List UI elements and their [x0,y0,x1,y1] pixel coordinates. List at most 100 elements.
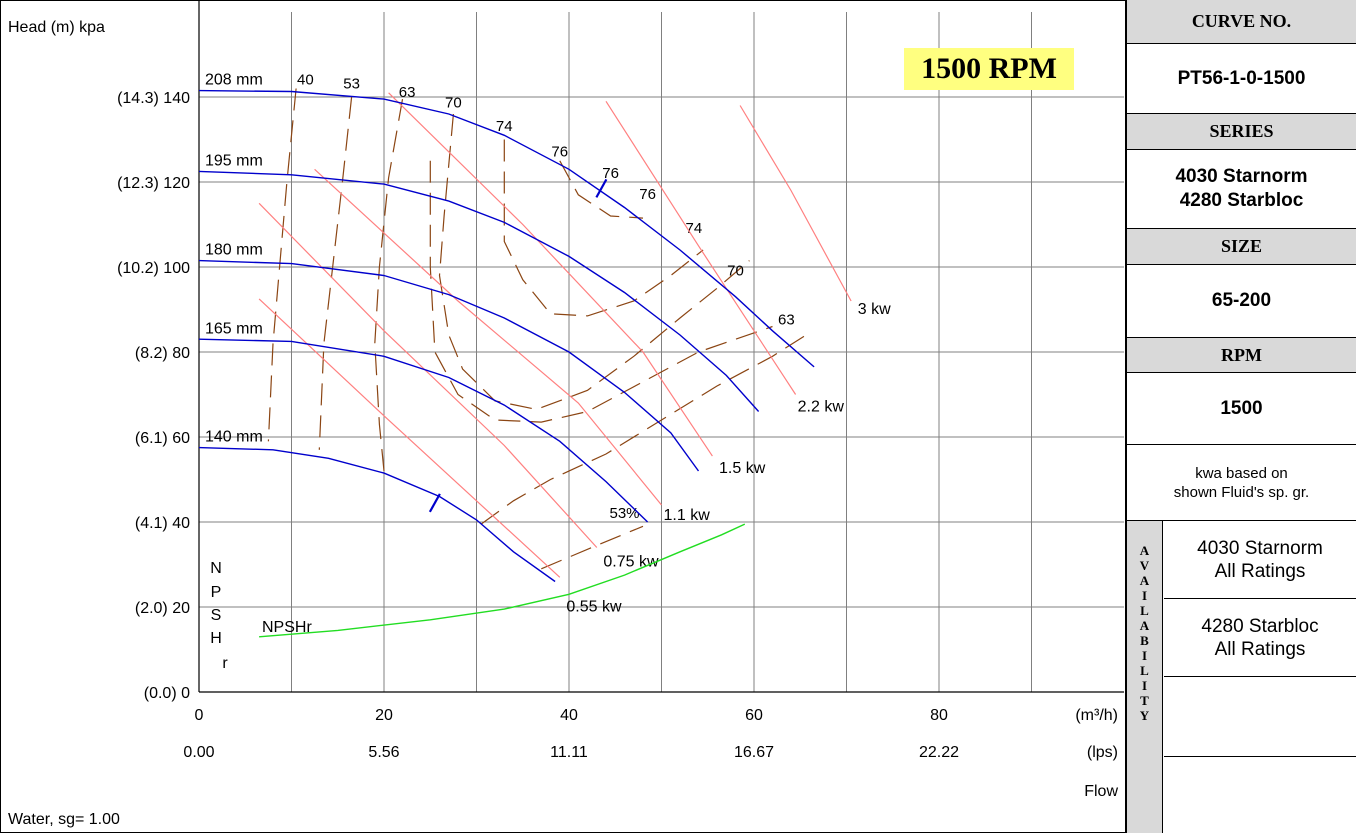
availability-letter: T [1140,693,1149,708]
availability-row-empty-2 [1164,757,1356,833]
x-tick-label: 80 [930,707,948,724]
npsh-axis-letter: S [211,607,222,624]
x-secondary-tick-label: 22.22 [919,744,959,761]
y-tick-label: (8.2) 80 [135,345,190,362]
bep-marker [428,493,441,513]
availability-letter: V [1139,558,1150,573]
efficiency-label: 63 [399,84,416,101]
availability-letter: A [1139,618,1150,633]
x-secondary-tick-label: 5.56 [368,744,399,761]
x-axis-title: Flow [1084,783,1118,800]
size-header: SIZE [1127,229,1356,265]
impeller-curve-label: 165 mm [205,320,263,337]
efficiency-label: 76 [639,186,656,203]
curve-no-header: CURVE NO. [1127,0,1356,44]
availability-row-line-1: 4030 Starnorm [1197,537,1323,559]
efficiency-label: 53% [609,505,639,522]
y-tick-label: (4.1) 40 [135,515,190,532]
y-tick-label: (10.2) 100 [117,260,190,277]
impeller-curve [198,446,556,583]
efficiency-label: 76 [551,144,568,161]
power-line-label: 1.5 kw [719,460,766,477]
impeller-curve [198,89,815,368]
efficiency-contour [429,160,773,423]
curve-no-text: PT56-1-0-1500 [1177,67,1306,89]
efficiency-contour [374,98,404,472]
availability-row-starbloc: 4280 Starbloc All Ratings [1164,599,1356,677]
series-line-1: 4030 Starnorm [1175,166,1308,187]
availability-letter: A [1139,573,1150,588]
x-tick-label: 60 [745,707,763,724]
power-line [605,100,797,395]
availability-letter: B [1140,633,1149,648]
impeller-curve [198,170,760,412]
x-units-secondary: (lps) [1087,744,1118,761]
availability-letter: L [1140,663,1149,678]
x-secondary-tick-label: 11.11 [550,744,588,761]
power-line-label: 3 kw [858,301,891,318]
rpm-value: 1500 [1127,373,1356,445]
impeller-curve-label: 195 mm [205,152,263,169]
impeller-curve [198,338,649,523]
power-line [258,298,561,578]
efficiency-label: 76 [602,165,619,182]
availability-letter: I [1141,678,1148,693]
x-secondary-tick-label: 16.67 [734,744,774,761]
series-header: SERIES [1127,114,1356,150]
impeller-curve-label: 140 mm [205,429,263,446]
rpm-header: RPM [1127,338,1356,373]
rpm-text: 1500 [1220,397,1263,419]
y-tick-label: (12.3) 120 [117,175,190,192]
y-axis-title: Head (m) kpa [8,19,105,36]
npsh-axis-letter: r [222,655,228,672]
kwa-note-line-1: kwa based on [1195,464,1288,482]
power-line-label: 1.1 kw [664,507,711,524]
availability-row-line-1: 4280 Starbloc [1201,615,1319,637]
series-value: 4030 Starnorm 4280 Starbloc [1127,150,1356,229]
curve-info-sidebar: CURVE NO. PT56-1-0-1500 SERIES 4030 Star… [1126,0,1356,833]
availability-row-line-2: All Ratings [1214,560,1306,582]
pump-curve-chart: (0.0) 0 (2.0) 20 (4.1) 40 (6.1) 60 (8.2) 80 (… [0,0,1126,833]
x-units-primary: (m³/h) [1075,707,1118,724]
impeller-curve [198,259,700,472]
efficiency-contour [559,160,644,219]
size-text: 65-200 [1211,290,1272,311]
bep-marker [595,178,608,198]
x-tick-label: 0 [195,707,204,724]
efficiency-label: 70 [727,263,744,280]
impeller-curve-label: 208 mm [205,72,263,89]
availability-row-starnorm: 4030 Starnorm All Ratings [1164,521,1356,599]
curve-no-value: PT56-1-0-1500 [1127,44,1356,114]
impeller-curve-label: 180 mm [205,242,263,259]
y-tick-label: (6.1) 60 [135,430,190,447]
x-secondary-tick-label: 0.00 [183,744,214,761]
availability-row-empty-1 [1164,677,1356,757]
availability-letter: A [1139,543,1150,558]
efficiency-contour [541,525,644,570]
efficiency-contour [503,139,704,317]
power-line-label: 0.75 kw [603,554,659,571]
efficiency-label: 74 [496,118,513,135]
fluid-note: Water, sg= 1.00 [8,811,120,828]
efficiency-contour [318,96,353,450]
availability-letter: I [1141,588,1148,603]
availability-row-line-2: All Ratings [1214,638,1306,660]
y-tick-label: (14.3) 140 [117,90,190,107]
kwa-note-line-2: shown Fluid's sp. gr. [1173,483,1310,501]
availability-letter: L [1140,603,1149,618]
pump-curve-svg: (0.0) 0 (2.0) 20 (4.1) 40 (6.1) 60 (8.2) 80 (… [0,0,1126,833]
power-line-label: 0.55 kw [566,598,622,615]
efficiency-label: 63 [778,311,795,328]
efficiency-label: 53 [343,76,360,93]
efficiency-label: 70 [445,95,462,112]
power-line [739,105,852,302]
y-tick-label: (0.0) 0 [144,685,190,702]
npsh-axis-letter: P [211,584,222,601]
power-line [314,168,662,506]
npsh-axis-letter: N [210,560,222,577]
series-line-2: 4280 Starbloc [1179,190,1304,211]
npsh-axis-letter: H [210,630,222,647]
kwa-note: kwa based on shown Fluid's sp. gr. [1127,445,1356,521]
power-line-label: 2.2 kw [798,399,845,416]
